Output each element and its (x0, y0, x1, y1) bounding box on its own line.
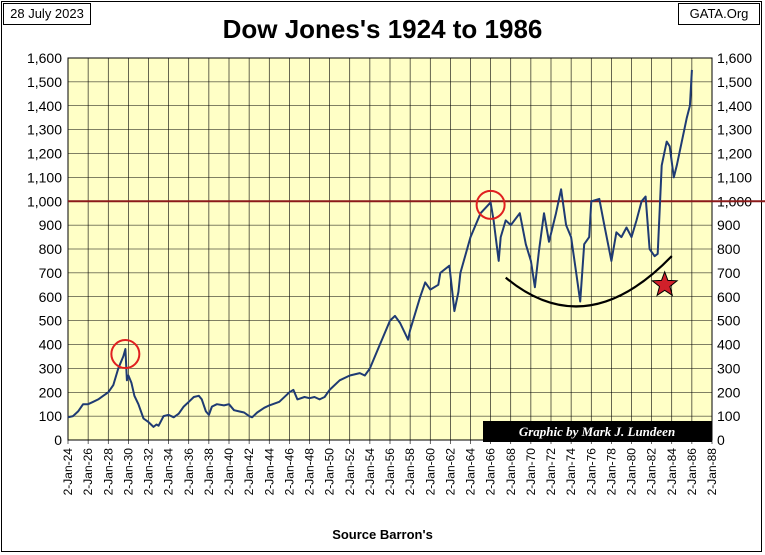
y-tick-label-left: 1,500 (27, 74, 62, 90)
x-tick-label: 2-Jan-24 (61, 448, 75, 496)
grid-lines (67, 57, 713, 444)
y-tick-label-left: 1,200 (27, 146, 62, 162)
x-tick-label: 2-Jan-34 (162, 448, 176, 496)
y-tick-label-right: 600 (717, 289, 741, 305)
x-tick-label: 2-Jan-52 (343, 448, 357, 496)
x-tick-label: 2-Jan-72 (544, 448, 558, 496)
y-tick-label-right: 300 (717, 360, 741, 376)
y-tick-label-left: 100 (39, 408, 63, 424)
y-tick-label-left: 200 (39, 384, 63, 400)
x-tick-label: 2-Jan-30 (121, 448, 135, 496)
y-axis-left: 0 100 200 300 400 500 600 700 800 900 1,000 1,100 1,… (27, 50, 62, 448)
x-tick-label: 2-Jan-48 (303, 448, 317, 496)
x-tick-label: 2-Jan-36 (182, 448, 196, 496)
x-tick-label: 2-Jan-60 (423, 448, 437, 496)
x-tick-label: 2-Jan-86 (685, 448, 699, 496)
x-tick-label: 2-Jan-44 (262, 448, 276, 496)
series-line-dow-jones (67, 69, 693, 428)
y-tick-label-right: 100 (717, 408, 741, 424)
x-tick-label: 2-Jan-46 (282, 448, 296, 496)
x-tick-label: 2-Jan-58 (403, 448, 417, 496)
y-tick-label-right: 1,400 (717, 98, 752, 114)
y-tick-label-left: 800 (39, 241, 63, 257)
y-tick-label-left: 1,400 (27, 98, 62, 114)
y-tick-label-left: 1,000 (27, 193, 62, 209)
y-tick-label-right: 500 (717, 313, 741, 329)
y-tick-label-right: 1,600 (717, 50, 752, 66)
y-tick-label-right: 1,100 (717, 169, 752, 185)
x-axis: 2-Jan-24 2-Jan-26 2-Jan-28 2-Jan-30 2-Jan-32… (61, 448, 719, 496)
y-tick-label-right: 0 (717, 432, 725, 448)
x-tick-label: 2-Jan-88 (705, 448, 719, 496)
x-tick-label: 2-Jan-80 (625, 448, 639, 496)
x-tick-label: 2-Jan-26 (81, 448, 95, 496)
y-tick-label-right: 200 (717, 384, 741, 400)
x-tick-label: 2-Jan-66 (484, 448, 498, 496)
y-tick-label-left: 300 (39, 360, 63, 376)
x-tick-label: 2-Jan-32 (142, 448, 156, 496)
y-tick-label-right: 800 (717, 241, 741, 257)
y-tick-label-left: 1,600 (27, 50, 62, 66)
x-tick-label: 2-Jan-50 (323, 448, 337, 496)
y-tick-label-right: 700 (717, 265, 741, 281)
x-tick-label: 2-Jan-54 (363, 448, 377, 496)
credit-text: Graphic by Mark J. Lundeen (519, 424, 675, 439)
x-tick-label: 2-Jan-68 (504, 448, 518, 496)
x-tick-label: 2-Jan-64 (464, 448, 478, 496)
peak-circle-1966 (475, 189, 506, 220)
x-tick-label: 2-Jan-82 (645, 448, 659, 496)
y-tick-label-left: 900 (39, 217, 63, 233)
credit-box (483, 421, 712, 442)
x-tick-label: 2-Jan-38 (202, 448, 216, 496)
bowl-curve-annotation (505, 255, 673, 308)
x-tick-label: 2-Jan-76 (584, 448, 598, 496)
y-tick-label-right: 1,500 (717, 74, 752, 90)
y-tick-label-left: 400 (39, 337, 63, 353)
y-tick-label-left: 700 (39, 265, 63, 281)
source-footer: Source Barron's (332, 527, 433, 542)
y-tick-label-left: 1,300 (27, 122, 62, 138)
y-tick-label-right: 1,200 (717, 146, 752, 162)
y-tick-label-left: 500 (39, 313, 63, 329)
y-tick-label-right: 400 (717, 337, 741, 353)
peak-circle-1929 (110, 339, 141, 370)
x-tick-label: 2-Jan-28 (101, 448, 115, 496)
star-marker (650, 270, 679, 297)
x-tick-label: 2-Jan-40 (222, 448, 236, 496)
x-tick-label: 2-Jan-78 (604, 448, 618, 496)
y-tick-label-left: 600 (39, 289, 63, 305)
x-tick-label: 2-Jan-42 (242, 448, 256, 496)
y-tick-label-right: 900 (717, 217, 741, 233)
x-tick-label: 2-Jan-62 (443, 448, 457, 496)
y-tick-label-left: 0 (54, 432, 62, 448)
x-tick-label: 2-Jan-56 (383, 448, 397, 496)
date-label: 28 July 2023 (3, 3, 91, 25)
y-axis-right: 01002003004005006007008009001,0001,1001,… (717, 50, 752, 448)
x-tick-label: 2-Jan-84 (665, 448, 679, 496)
x-tick-label: 2-Jan-74 (564, 448, 578, 496)
x-tick-label: 2-Jan-70 (524, 448, 538, 496)
y-tick-label-left: 1,100 (27, 169, 62, 185)
website-label: GATA.Org (678, 3, 760, 25)
y-tick-label-right: 1,300 (717, 122, 752, 138)
chart-title: Dow Jones's 1924 to 1986 (222, 14, 543, 44)
